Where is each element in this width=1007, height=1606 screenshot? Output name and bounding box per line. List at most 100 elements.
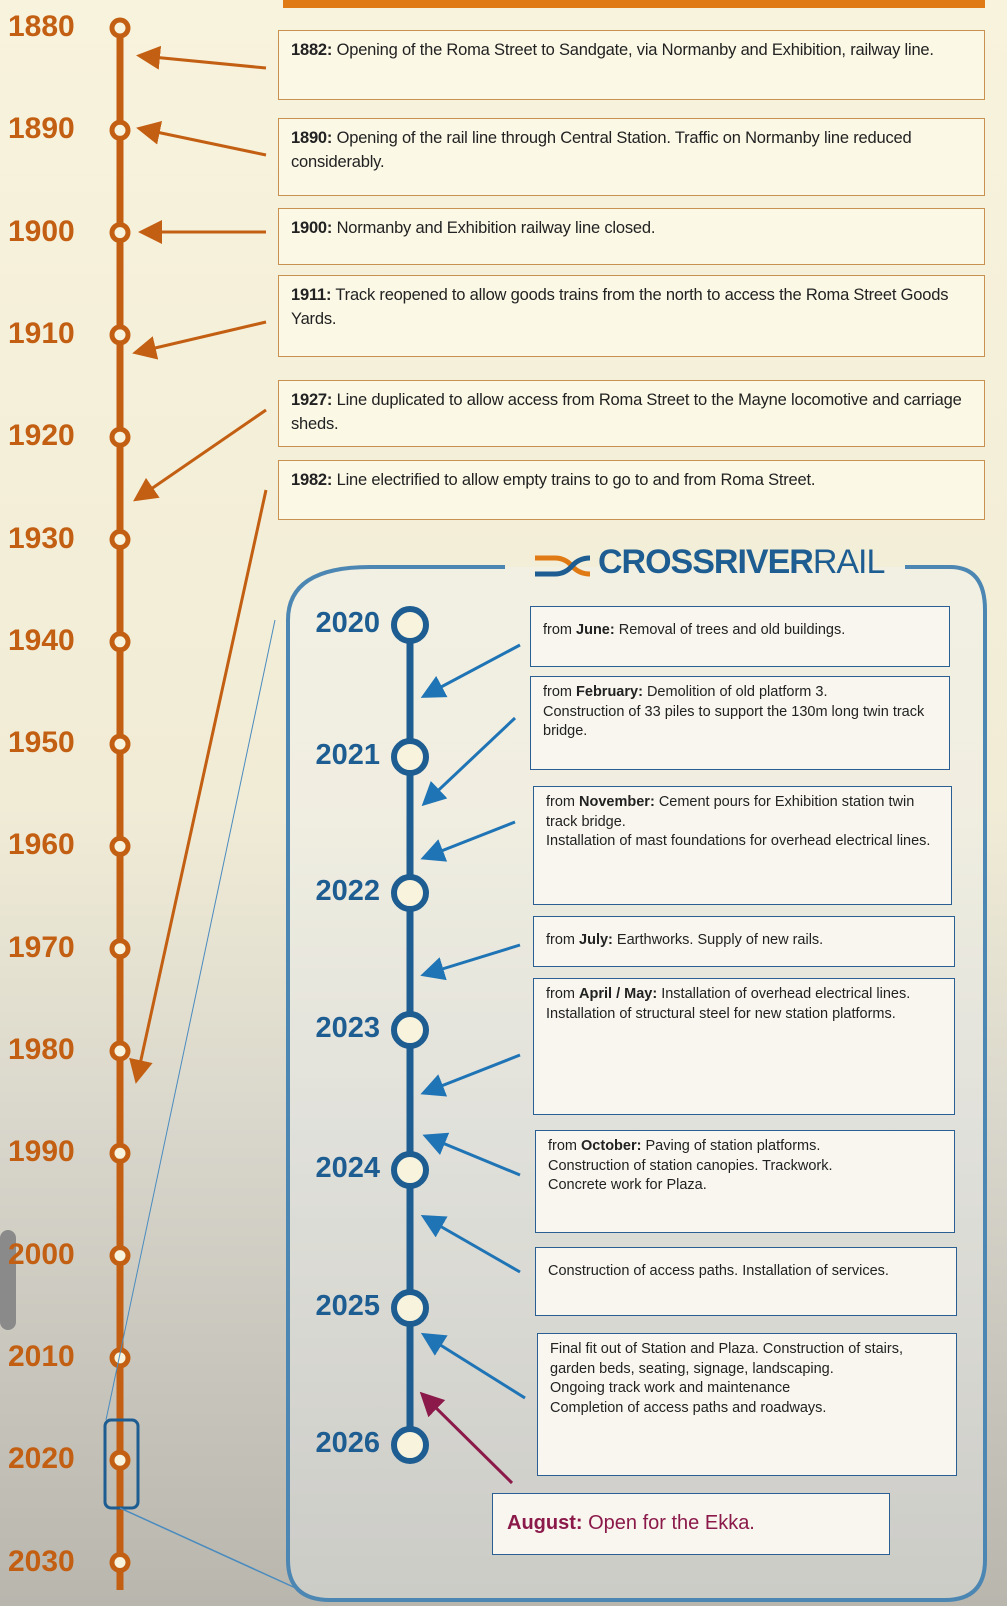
history-year: 1890:	[291, 129, 332, 147]
history-box: 1890: Opening of the rail line through C…	[278, 118, 985, 196]
history-text: Line electrified to allow empty trains t…	[337, 471, 816, 489]
decade-label: 1970	[8, 931, 75, 965]
logo: CROSSRIVERRAIL	[598, 543, 884, 582]
year-dot	[394, 609, 426, 641]
decade-dot	[112, 532, 128, 548]
decade-label: 2000	[8, 1238, 75, 1272]
history-text: Track reopened to allow goods trains fro…	[291, 286, 948, 328]
decade-label: 1890	[8, 112, 75, 146]
history-box: 1911: Track reopened to allow goods trai…	[278, 275, 985, 357]
year-dot	[394, 1429, 426, 1461]
history-box: 1882: Opening of the Roma Street to Sand…	[278, 30, 985, 100]
event-line: Construction of access paths. Installati…	[548, 1262, 944, 1282]
history-box: 1982: Line electrified to allow empty tr…	[278, 460, 985, 520]
finale-bold: August:	[507, 1512, 583, 1534]
history-year: 1911:	[291, 286, 331, 304]
decade-label: 1900	[8, 215, 75, 249]
decade-label: 1930	[8, 522, 75, 556]
event-line: Installation of structural steel for new…	[546, 1005, 942, 1025]
event-text: Installation of structural steel for new…	[546, 1006, 896, 1022]
history-box: 1927: Line duplicated to allow access fr…	[278, 380, 985, 447]
history-year: 1982:	[291, 471, 332, 489]
decade-dot	[112, 838, 128, 854]
year-label: 2024	[290, 1152, 380, 1185]
event-bold: November:	[579, 794, 655, 810]
event-text: Final fit out of Station and Plaza. Cons…	[550, 1341, 903, 1377]
event-text: Earthworks. Supply of new rails.	[617, 932, 823, 948]
decade-label: 1990	[8, 1135, 75, 1169]
decade-dot	[112, 122, 128, 138]
event-line: Installation of mast foundations for ove…	[546, 832, 939, 852]
decade-label: 2030	[8, 1545, 75, 1579]
event-line: from October: Paving of station platform…	[548, 1137, 942, 1157]
history-text: Opening of the rail line through Central…	[291, 129, 911, 171]
event-prefix: from	[546, 986, 575, 1002]
decade-dot	[112, 1145, 128, 1161]
page: CROSSRIVERRAIL August: Open for the Ekka…	[0, 0, 1007, 1606]
event-prefix: from	[546, 794, 575, 810]
logo-light: RAIL	[813, 543, 885, 581]
top-bar	[283, 0, 985, 8]
event-line: Final fit out of Station and Plaza. Cons…	[550, 1340, 944, 1379]
event-text: Concrete work for Plaza.	[548, 1177, 707, 1193]
year-label: 2021	[290, 739, 380, 772]
event-box: from April / May: Installation of overhe…	[533, 978, 955, 1115]
year-label: 2023	[290, 1012, 380, 1045]
event-prefix: from	[548, 1138, 577, 1154]
finale-text: Open for the Ekka.	[588, 1512, 755, 1534]
event-box: from November: Cement pours for Exhibiti…	[533, 786, 952, 905]
event-line: Ongoing track work and maintenance	[550, 1379, 944, 1399]
event-text: Installation of mast foundations for ove…	[546, 833, 930, 849]
event-box: from February: Demolition of old platfor…	[530, 676, 950, 770]
event-line: Completion of access paths and roadways.	[550, 1399, 944, 1419]
event-text: Construction of station canopies. Trackw…	[548, 1158, 833, 1174]
event-box: Construction of access paths. Installati…	[535, 1247, 957, 1316]
decade-dot	[112, 941, 128, 957]
event-line: from February: Demolition of old platfor…	[543, 683, 937, 703]
event-bold: April / May:	[579, 986, 657, 1002]
decade-label: 1910	[8, 317, 75, 351]
logo-icon	[535, 558, 590, 574]
year-dot	[394, 1292, 426, 1324]
event-prefix: from	[546, 932, 575, 948]
event-bold: July:	[579, 932, 613, 948]
decade-label: 1940	[8, 624, 75, 658]
decade-dot	[112, 429, 128, 445]
event-text: Removal of trees and old buildings.	[619, 622, 846, 638]
event-box: from June: Removal of trees and old buil…	[530, 606, 950, 667]
year-dot	[394, 1014, 426, 1046]
event-text: Demolition of old platform 3.	[647, 684, 828, 700]
decade-dot	[112, 1452, 128, 1468]
event-box: Final fit out of Station and Plaza. Cons…	[537, 1333, 957, 1476]
year-label: 2026	[290, 1427, 380, 1460]
decade-dot	[112, 1555, 128, 1571]
history-year: 1900:	[291, 219, 332, 237]
event-line: from July: Earthworks. Supply of new rai…	[546, 931, 942, 951]
event-text: Ongoing track work and maintenance	[550, 1380, 790, 1396]
decade-dot	[112, 1248, 128, 1264]
decade-dot	[112, 327, 128, 343]
event-text: Construction of 33 piles to support the …	[543, 704, 924, 740]
history-text: Normanby and Exhibition railway line clo…	[337, 219, 656, 237]
decade-dot	[112, 634, 128, 650]
year-dot	[394, 877, 426, 909]
event-line: from November: Cement pours for Exhibiti…	[546, 793, 939, 832]
event-text: Construction of access paths. Installati…	[548, 1263, 889, 1279]
decade-label: 1920	[8, 419, 75, 453]
event-line: from June: Removal of trees and old buil…	[543, 621, 937, 641]
decade-label: 1960	[8, 828, 75, 862]
year-label: 2020	[290, 607, 380, 640]
decade-label: 2010	[8, 1340, 75, 1374]
decade-label: 1880	[8, 10, 75, 44]
event-text: Completion of access paths and roadways.	[550, 1400, 826, 1416]
event-line: from April / May: Installation of overhe…	[546, 985, 942, 1005]
history-year: 1882:	[291, 41, 332, 59]
decade-dot	[112, 225, 128, 241]
event-bold: June:	[576, 622, 615, 638]
event-box: from October: Paving of station platform…	[535, 1130, 955, 1233]
history-text: Line duplicated to allow access from Rom…	[291, 391, 962, 433]
event-line: Construction of station canopies. Trackw…	[548, 1157, 942, 1177]
event-line: Construction of 33 piles to support the …	[543, 703, 937, 742]
event-prefix: from	[543, 684, 572, 700]
event-prefix: from	[543, 622, 572, 638]
